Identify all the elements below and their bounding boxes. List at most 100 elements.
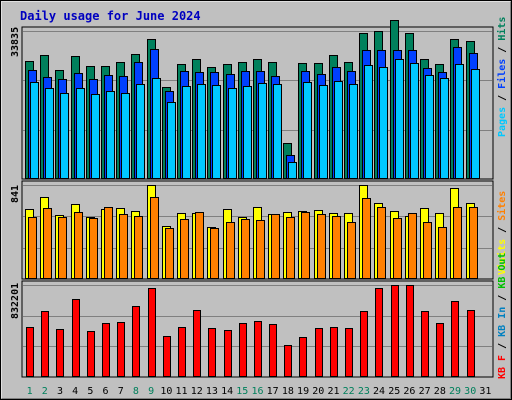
day-label: 29 bbox=[449, 386, 461, 397]
legend-top: Pages / Files / Hits bbox=[496, 17, 508, 137]
bar-sites bbox=[438, 227, 447, 279]
day-label: 30 bbox=[464, 386, 476, 397]
bar-sites bbox=[43, 208, 52, 279]
day-label: 4 bbox=[72, 386, 78, 397]
day-label: 23 bbox=[358, 386, 370, 397]
bar-sites bbox=[377, 207, 386, 279]
scale-label-middle: 841 bbox=[10, 185, 21, 203]
day-label: 26 bbox=[403, 386, 415, 397]
bar-sites bbox=[134, 216, 143, 279]
bar-pages bbox=[319, 85, 328, 179]
bar-pages bbox=[45, 88, 54, 179]
day-label: 27 bbox=[419, 386, 431, 397]
bar-pages bbox=[379, 67, 388, 179]
bar-kb-f bbox=[406, 285, 414, 377]
bar-pages bbox=[425, 75, 434, 179]
day-label: 22 bbox=[343, 386, 355, 397]
day-label: 13 bbox=[206, 386, 218, 397]
bar-sites bbox=[58, 217, 67, 279]
day-label: 18 bbox=[282, 386, 294, 397]
bar-sites bbox=[226, 222, 235, 279]
bar-kb-f bbox=[345, 328, 353, 377]
bar-kb-f bbox=[56, 329, 64, 377]
bar-pages bbox=[288, 162, 297, 179]
day-label: 5 bbox=[87, 386, 93, 397]
day-label: 24 bbox=[373, 386, 385, 397]
day-label: 25 bbox=[388, 386, 400, 397]
bar-sites bbox=[347, 222, 356, 279]
legend-bottom-part: KB F bbox=[497, 355, 508, 379]
bar-pages bbox=[121, 93, 130, 179]
day-label: 16 bbox=[251, 386, 263, 397]
bar-sites bbox=[210, 228, 219, 279]
bar-pages bbox=[76, 88, 85, 179]
bar-sites bbox=[89, 218, 98, 279]
bar-kb-f bbox=[330, 327, 338, 377]
bar-pages bbox=[30, 82, 39, 179]
chart-bars bbox=[25, 20, 480, 377]
bar-kb-f bbox=[284, 345, 292, 377]
bar-kb-f bbox=[315, 328, 323, 377]
legend-bottom-part: KB Out bbox=[497, 253, 508, 295]
bar-pages bbox=[440, 78, 449, 179]
bar-kb-f bbox=[451, 301, 459, 377]
bar-sites bbox=[241, 219, 250, 279]
day-label: 7 bbox=[118, 386, 124, 397]
bar-kb-f bbox=[178, 327, 186, 377]
bar-pages bbox=[334, 81, 343, 179]
bar-sites bbox=[317, 214, 326, 279]
day-label: 21 bbox=[327, 386, 339, 397]
legend-top-part: Files bbox=[496, 59, 508, 95]
day-label: 20 bbox=[312, 386, 324, 397]
bar-sites bbox=[408, 213, 417, 279]
bar-pages bbox=[212, 85, 221, 179]
bar-pages bbox=[364, 65, 373, 179]
legend-top-part: / bbox=[497, 95, 508, 107]
legend-middle-part: Visits bbox=[496, 239, 508, 275]
day-label: 10 bbox=[160, 386, 172, 397]
bar-sites bbox=[256, 220, 265, 279]
legend-bottom: KB F / KB In / KB Out bbox=[497, 253, 508, 379]
bar-kb-f bbox=[72, 299, 80, 377]
bar-kb-f bbox=[41, 311, 49, 377]
day-label: 12 bbox=[191, 386, 203, 397]
bar-sites bbox=[74, 212, 83, 279]
bar-pages bbox=[152, 78, 161, 179]
legend-bottom-part: / bbox=[497, 295, 508, 307]
day-label: 17 bbox=[267, 386, 279, 397]
bar-pages bbox=[167, 102, 176, 179]
bar-sites bbox=[362, 198, 371, 279]
chart-title: Daily usage for June 2024 bbox=[20, 9, 201, 23]
legend-top-part: / bbox=[497, 47, 508, 59]
bar-sites bbox=[195, 212, 204, 279]
bar-pages bbox=[106, 91, 115, 179]
bar-kb-f bbox=[375, 288, 383, 377]
bar-sites bbox=[104, 207, 113, 279]
bar-sites bbox=[28, 217, 37, 279]
bar-kb-f bbox=[239, 323, 247, 377]
bar-sites bbox=[165, 228, 174, 279]
bar-kb-f bbox=[299, 337, 307, 377]
day-label: 14 bbox=[221, 386, 233, 397]
day-label: 3 bbox=[57, 386, 63, 397]
day-label: 1 bbox=[27, 386, 33, 397]
bar-sites bbox=[150, 197, 159, 279]
bar-kb-f bbox=[102, 323, 110, 377]
bar-pages bbox=[136, 84, 145, 179]
bar-sites bbox=[453, 207, 462, 279]
day-label: 19 bbox=[297, 386, 309, 397]
bar-kb-f bbox=[224, 330, 232, 377]
day-label: 9 bbox=[148, 386, 154, 397]
bar-pages bbox=[258, 83, 267, 179]
bar-pages bbox=[182, 86, 191, 179]
bar-pages bbox=[228, 88, 237, 179]
day-label: 6 bbox=[103, 386, 109, 397]
bar-pages bbox=[273, 84, 282, 179]
bar-kb-f bbox=[26, 327, 34, 377]
bar-kb-f bbox=[254, 321, 262, 377]
bar-pages bbox=[455, 64, 464, 179]
bar-pages bbox=[91, 94, 100, 179]
bar-kb-f bbox=[269, 324, 277, 377]
